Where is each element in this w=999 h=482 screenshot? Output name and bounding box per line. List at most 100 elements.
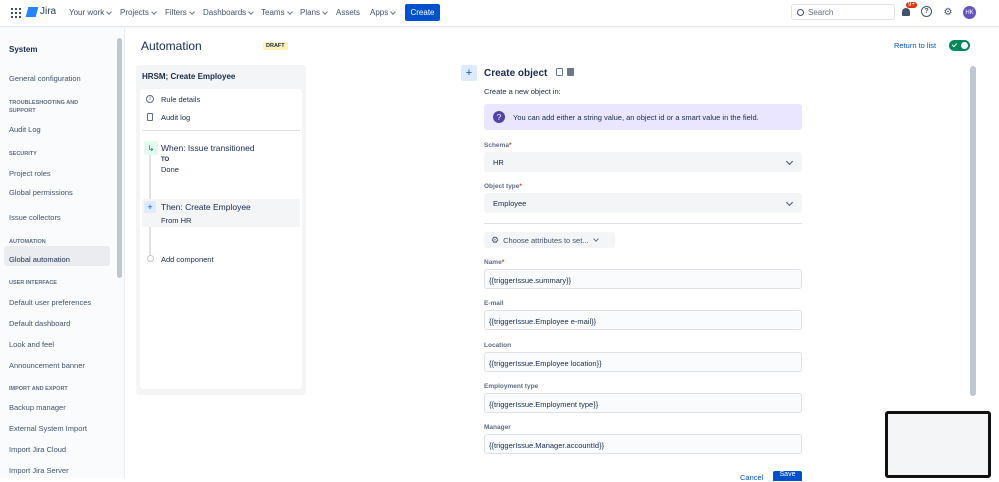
divider: [142, 130, 300, 131]
nav-projects[interactable]: Projects: [120, 8, 157, 17]
rule-name: HRSM; Create Employee: [142, 72, 236, 81]
sidebar-item-import-jira-server[interactable]: Import Jira Server: [9, 466, 69, 475]
sidebar-item-global-automation[interactable]: Global automation: [9, 255, 70, 264]
chevron-down-icon: [322, 8, 328, 15]
sidebar-item-global-permissions[interactable]: Global permissions: [9, 188, 73, 197]
divider: [484, 223, 802, 224]
field-label: Employment type: [484, 382, 539, 390]
field-label: E-mail: [484, 300, 504, 308]
app-switcher-icon[interactable]: [11, 8, 21, 18]
nav-plans[interactable]: Plans: [300, 8, 328, 17]
sidebar-section-heading: IMPORT AND EXPORT: [9, 386, 68, 392]
sidebar-item-project-roles[interactable]: Project roles: [9, 169, 51, 178]
check-icon: [951, 41, 958, 48]
create-button[interactable]: Create: [405, 4, 440, 21]
sidebar-section-heading: AUTOMATION: [9, 239, 46, 245]
nav-label: Filters: [165, 8, 187, 17]
trigger-icon: ↳: [144, 141, 158, 155]
rule-components: [140, 89, 302, 389]
action-component-selected[interactable]: [142, 199, 300, 227]
page-title: Automation: [141, 39, 202, 53]
gear-icon[interactable]: ⚙: [943, 6, 953, 18]
add-step-button[interactable]: +: [461, 65, 477, 81]
chevron-down-icon: [188, 8, 195, 15]
help-icon[interactable]: ?: [921, 6, 932, 17]
sidebar-title: System: [9, 45, 38, 54]
add-component-icon: [147, 255, 154, 262]
info-text: You can add either a string value, an ob…: [513, 113, 759, 122]
add-component-link[interactable]: Add component: [161, 255, 214, 264]
sidebar-item-default-user-preferences[interactable]: Default user preferences: [9, 298, 92, 307]
object-type-label: Object type: [484, 183, 520, 190]
question-icon: ?: [493, 111, 505, 123]
field-input-employment-type[interactable]: {{triggerIssue.Employment type}}: [484, 392, 802, 413]
trigger-component[interactable]: When: Issue transitioned: [161, 143, 255, 153]
nav-label: Plans: [300, 8, 321, 17]
sidebar-section-heading: USER INTERFACE: [9, 280, 57, 286]
chevron-down-icon: [151, 8, 157, 15]
jira-logo[interactable]: Jira: [25, 6, 56, 17]
sidebar-item-general-configuration[interactable]: General configuration: [9, 74, 81, 83]
choose-attributes-button[interactable]: ⚙ Choose attributes to set...: [484, 232, 615, 248]
status-badge: DRAFT: [263, 42, 288, 50]
field-label: Name: [484, 259, 502, 266]
field-label: Location: [484, 341, 512, 349]
rule-enabled-toggle[interactable]: [949, 40, 970, 51]
gear-icon: ⚙: [491, 234, 500, 245]
avatar[interactable]: HK: [963, 6, 976, 19]
form-title: Create object: [484, 68, 548, 79]
nav-filters[interactable]: Filters: [165, 8, 195, 17]
sidebar-selected-highlight: [4, 246, 110, 266]
bell-icon[interactable]: [902, 8, 910, 16]
object-type-select[interactable]: Employee: [484, 193, 802, 213]
nav-label: Teams: [261, 8, 285, 17]
sidebar-item-issue-collectors[interactable]: Issue collectors: [9, 213, 61, 222]
sidebar-item-look-and-feel[interactable]: Look and feel: [9, 340, 55, 349]
top-navigation: Jira Your work Projects Filters Dashboards T…: [0, 0, 999, 27]
sidebar-item-external-system-import[interactable]: External System Import: [9, 424, 87, 433]
schema-select[interactable]: HR: [484, 152, 802, 172]
nav-dashboards[interactable]: Dashboards: [203, 8, 254, 17]
sidebar-item-default-dashboard[interactable]: Default dashboard: [9, 319, 71, 328]
nav-label: Dashboards: [203, 8, 247, 17]
audit-log-icon: [147, 113, 153, 121]
chevron-down-icon: [390, 8, 397, 15]
audit-log-link[interactable]: Audit log: [161, 113, 191, 122]
field-input-e-mail[interactable]: {{triggerIssue.Employee e-mail}}: [484, 310, 802, 331]
field-input-name[interactable]: {{triggerIssue.summary}}: [484, 269, 802, 289]
nav-your-work[interactable]: Your work: [69, 8, 113, 17]
return-to-list-link[interactable]: Return to list: [894, 41, 937, 50]
chevron-down-icon: [286, 8, 293, 15]
trash-icon[interactable]: [567, 68, 574, 76]
rule-details-link[interactable]: Rule details: [161, 95, 201, 104]
sidebar-item-audit-log[interactable]: Audit Log: [9, 125, 41, 134]
sidebar-scrollbar[interactable]: [117, 38, 122, 278]
trigger-to-label: TO: [161, 157, 170, 163]
trigger-to-value: Done: [161, 165, 179, 174]
field-input-location[interactable]: {{triggerIssue.Employee location}}: [484, 351, 802, 372]
nav-teams[interactable]: Teams: [261, 8, 293, 17]
nav-apps[interactable]: Apps: [370, 8, 397, 17]
sidebar-item-import-jira-cloud[interactable]: Import Jira Cloud: [9, 445, 67, 454]
info-banner: ? You can add either a string value, an o…: [484, 104, 802, 130]
sidebar: System General configuration TROUBLESHOOT…: [0, 28, 125, 478]
nav-label: Projects: [120, 8, 149, 17]
nav-assets[interactable]: Assets: [336, 8, 360, 17]
notification-badge: 9+: [906, 2, 917, 8]
sidebar-item-announcement-banner[interactable]: Announcement banner: [9, 361, 85, 370]
sidebar-section-heading: SECURITY: [9, 151, 37, 157]
nav-label: Assets: [336, 8, 361, 17]
save-button[interactable]: Save: [773, 471, 802, 481]
copy-icon[interactable]: [556, 68, 563, 76]
action-title: Then: Create Employee: [161, 202, 251, 212]
chevron-down-icon: [592, 236, 599, 242]
sidebar-item-backup-manager[interactable]: Backup manager: [9, 403, 66, 412]
field-label: Manager: [484, 424, 511, 432]
field-input-manager[interactable]: {{triggerIssue.Manager.accountId}}: [484, 434, 802, 455]
action-plus-icon: +: [144, 201, 156, 213]
main-scrollbar[interactable]: [970, 66, 976, 396]
choose-attributes-label: Choose attributes to set...: [503, 235, 589, 245]
search-input[interactable]: Search: [791, 4, 895, 20]
screenshot-thumbnail[interactable]: [885, 411, 991, 478]
action-subtitle: From HR: [161, 216, 192, 225]
